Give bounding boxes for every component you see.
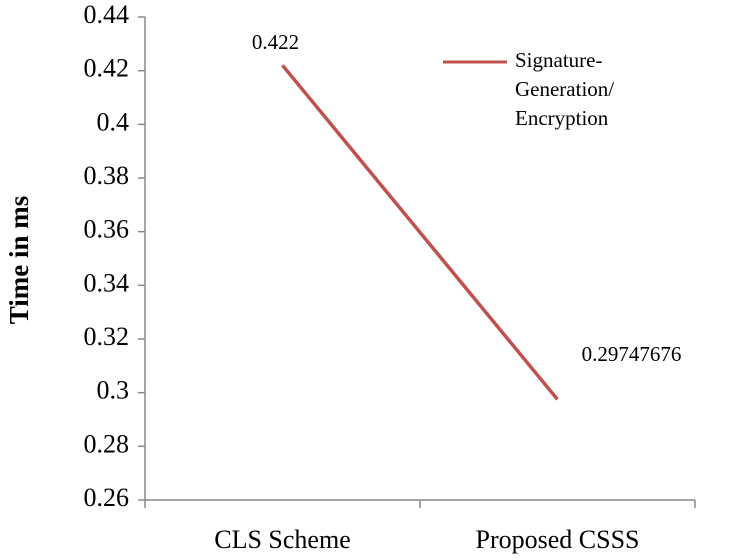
y-tick-label: 0.32 [84, 322, 130, 351]
legend-label: Signature-Generation/ Encryption [515, 48, 615, 130]
y-tick-label: 0.34 [84, 268, 130, 297]
y-axis-title: Time in ms [4, 196, 34, 325]
y-tick-label: 0.26 [84, 483, 130, 512]
y-tick-label: 0.4 [97, 107, 130, 136]
y-tick-label: 0.36 [84, 215, 130, 244]
data-label: 0.422 [252, 30, 299, 54]
y-tick-label: 0.28 [84, 429, 130, 458]
data-label: 0.29747676 [582, 342, 682, 366]
x-tick-label: CLS Scheme [214, 525, 351, 554]
x-tick-label: Proposed CSSS [476, 525, 640, 554]
y-tick-label: 0.38 [84, 161, 130, 190]
y-tick-label: 0.44 [84, 0, 130, 29]
y-tick-label: 0.3 [97, 376, 130, 405]
series-line [281, 64, 559, 401]
y-tick-label: 0.42 [84, 54, 130, 83]
